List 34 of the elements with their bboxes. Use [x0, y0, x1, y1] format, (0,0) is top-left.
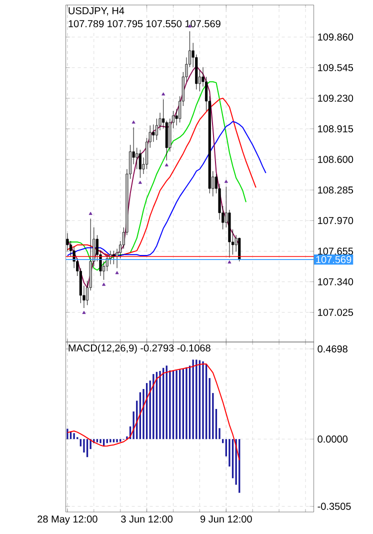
point: [138, 180, 142, 184]
x-tick-label: 3 Jun 12:00: [121, 516, 173, 523]
point: [228, 260, 232, 264]
y-tick-label: 109.860: [318, 34, 354, 41]
point: [132, 120, 136, 124]
point: [88, 212, 92, 215]
candlestick: [238, 237, 241, 262]
text: 107.789 107.795 107.550 107.569: [68, 20, 221, 28]
x-tick-label: 28 May 12:00: [38, 516, 98, 525]
y-tick-label: -0.3505: [318, 502, 351, 510]
point: [224, 180, 228, 183]
y-tick-label: 107.340: [318, 278, 354, 286]
y-tick-label: 107.025: [318, 308, 354, 316]
ref-line-label: 107.569: [316, 256, 352, 264]
point: [162, 92, 166, 96]
point: [82, 310, 86, 314]
chart-title: USDJPY, H4: [68, 7, 124, 16]
y-tick-label: 107.970: [318, 217, 354, 224]
y-tick-label: 0.4698: [318, 345, 348, 352]
chart-title: MACD(12,26,9) -0.2793 -0.1068: [68, 344, 210, 354]
point: [115, 271, 119, 274]
point: [164, 163, 169, 166]
candlestick: [136, 148, 138, 170]
y-tick-label: 108.600: [318, 156, 354, 163]
y-tick-label: 108.285: [318, 186, 354, 194]
candlestick: [152, 124, 155, 142]
y-tick-label: 109.230: [318, 94, 354, 102]
y-tick-label: 108.915: [318, 125, 354, 132]
x-tick-label: 9 Jun 12:00: [200, 516, 252, 523]
y-tick-label: 107.655: [318, 248, 354, 255]
y-tick-label: 0.0000: [318, 436, 348, 443]
y-tick-label: 109.545: [318, 64, 354, 72]
point: [102, 282, 106, 286]
candlestick: [139, 149, 142, 178]
